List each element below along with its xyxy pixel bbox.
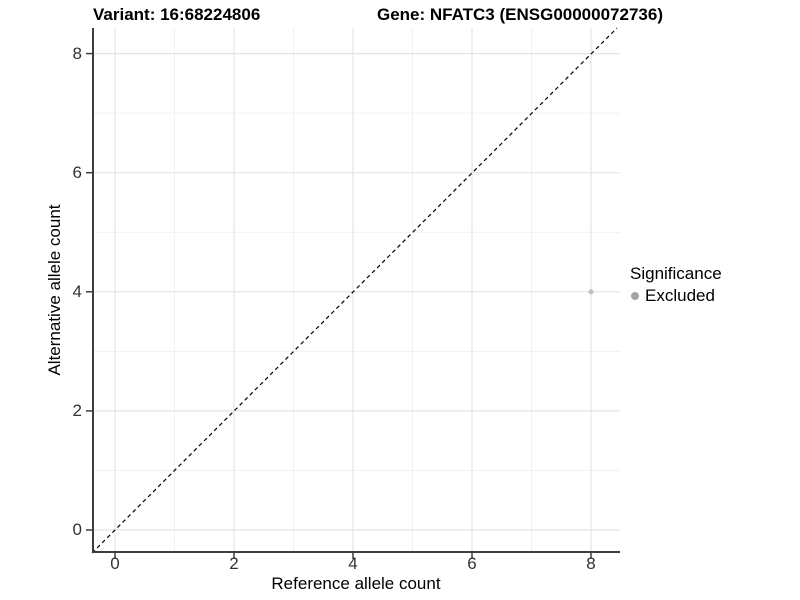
x-tick-label: 8 (586, 554, 596, 573)
legend-item-label: Excluded (645, 286, 715, 305)
y-tick-label: 2 (72, 400, 82, 420)
y-tick-label: 8 (72, 43, 82, 63)
x-tick-label: 2 (229, 554, 239, 573)
y-tick-label: 0 (72, 520, 82, 539)
legend-title: Significance (630, 264, 722, 283)
gene-title: Gene: NFATC3 (ENSG00000072736) (377, 5, 663, 24)
x-tick-label: 0 (110, 554, 120, 573)
y-tick-label: 6 (72, 162, 82, 182)
legend-key-dot (631, 292, 639, 300)
x-tick-label: 4 (348, 554, 358, 573)
legend-item: Excluded (631, 286, 722, 306)
x-tick-label: 6 (467, 554, 477, 573)
legend: Significance Excluded (630, 264, 722, 306)
y-tick-label: 4 (72, 281, 82, 301)
plot-area (86, 27, 620, 559)
identity-line (91, 27, 618, 554)
plot-panel (86, 27, 620, 559)
legend-items: Excluded (630, 286, 722, 306)
variant-title: Variant: 16:68224806 (93, 5, 261, 24)
x-axis-title: Reference allele count (271, 574, 441, 593)
data-point (588, 289, 594, 295)
